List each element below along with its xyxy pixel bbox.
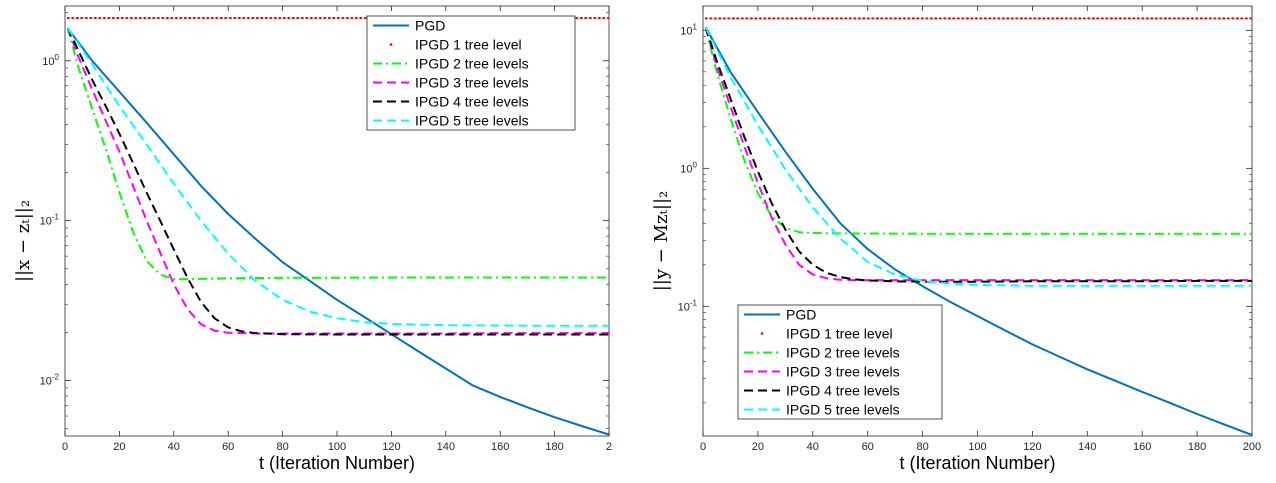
x-tick-label: 100 xyxy=(968,441,986,453)
series-line-ipgd-5-tree-levels xyxy=(704,26,1252,287)
x-tick-label: 180 xyxy=(1188,441,1206,453)
x-tick-label: 160 xyxy=(491,441,509,453)
x-tick-label: 120 xyxy=(1023,441,1041,453)
series-line-ipgd-2-tree-levels xyxy=(66,27,609,281)
series-line-ipgd-2-tree-levels xyxy=(704,27,1252,235)
x-tick-label: 2 xyxy=(606,441,612,453)
y-tick-label: 100 xyxy=(680,160,697,175)
y-tick-label: 100 xyxy=(42,53,59,68)
legend-swatch-ipgd-1-tree-level xyxy=(389,43,393,46)
x-tick-label: 140 xyxy=(437,441,455,453)
series-line-ipgd-5-tree-levels xyxy=(66,27,609,327)
legend-label: IPGD 1 tree level xyxy=(415,37,522,53)
x-tick-label: 0 xyxy=(700,441,706,453)
x-tick-label: 180 xyxy=(545,441,563,453)
y-tick-label: 10-1 xyxy=(678,298,698,313)
series-line-pgd xyxy=(704,26,1252,436)
series-line-ipgd-3-tree-levels xyxy=(704,27,1252,282)
legend-label: IPGD 2 tree levels xyxy=(415,56,529,72)
y-axis-label: ||x − zₜ||₂ xyxy=(13,200,34,282)
legend-label: IPGD 5 tree levels xyxy=(415,113,529,129)
x-tick-label: 20 xyxy=(752,441,764,453)
legend-label: IPGD 5 tree levels xyxy=(786,402,900,418)
series-line-pgd xyxy=(66,27,609,436)
x-tick-label: 120 xyxy=(382,441,400,453)
legend-label: IPGD 1 tree level xyxy=(786,326,893,342)
x-axis-label: t (Iteration Number) xyxy=(259,453,415,473)
y-axis-label: ||y − Mzₜ||₂ xyxy=(651,191,672,292)
legend-swatch-ipgd-1-tree-level xyxy=(760,332,764,335)
x-tick-label: 40 xyxy=(168,441,180,453)
x-tick-label: 20 xyxy=(113,441,125,453)
legend-label: IPGD 3 tree levels xyxy=(415,75,529,91)
series-line-ipgd-4-tree-levels xyxy=(704,27,1252,283)
x-tick-label: 80 xyxy=(916,441,928,453)
legend-label: IPGD 2 tree levels xyxy=(786,345,900,361)
legend-label: IPGD 4 tree levels xyxy=(786,383,900,399)
x-tick-label: 0 xyxy=(62,441,68,453)
legend-label: IPGD 3 tree levels xyxy=(786,364,900,380)
x-tick-label: 80 xyxy=(276,441,288,453)
series-line-ipgd-4-tree-levels xyxy=(66,27,609,336)
series-line-ipgd-3-tree-levels xyxy=(66,27,609,335)
legend: PGD IPGD 1 tree level IPGD 2 tree levels IP… xyxy=(737,304,943,420)
legend-label: PGD xyxy=(786,307,816,323)
y-tick-label: 101 xyxy=(680,22,697,37)
legend-label: IPGD 4 tree levels xyxy=(415,94,529,110)
y-tick-label: 10-2 xyxy=(40,373,60,388)
x-axis-label: t (Iteration Number) xyxy=(899,453,1055,473)
x-tick-label: 140 xyxy=(1078,441,1096,453)
x-tick-label: 60 xyxy=(222,441,234,453)
x-tick-label: 200 xyxy=(1243,441,1261,453)
x-tick-label: 40 xyxy=(807,441,819,453)
y-tick-label: 10-1 xyxy=(40,213,60,228)
right-chart: 0 20 40 60 80 100 120 140 160 180 200 10-1 100 101 t (… xyxy=(651,5,1261,473)
legend-label: PGD xyxy=(415,18,445,34)
x-tick-label: 160 xyxy=(1133,441,1151,453)
x-tick-label: 60 xyxy=(862,441,874,453)
legend: PGD IPGD 1 tree level IPGD 2 tree levels IP… xyxy=(366,15,576,131)
x-tick-label: 100 xyxy=(328,441,346,453)
